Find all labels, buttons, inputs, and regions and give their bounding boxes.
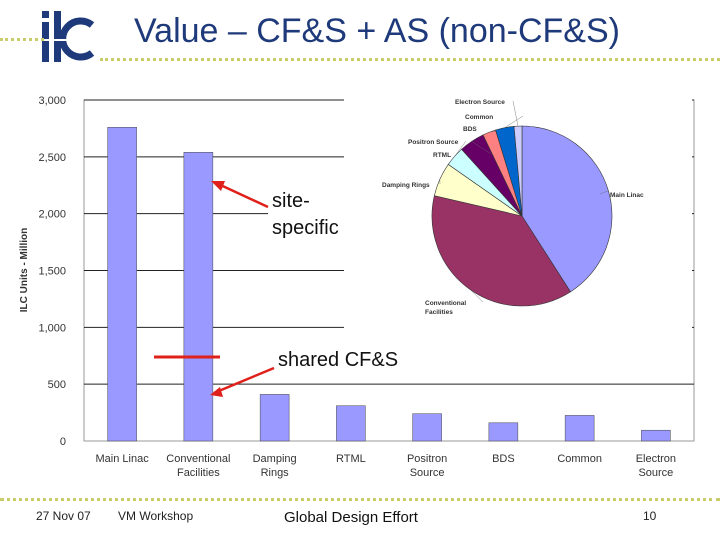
shared-arrowhead (210, 387, 223, 397)
x-tick-label: Main Linac (96, 453, 150, 465)
x-tick-label: Conventional (166, 453, 230, 465)
bar-chart: 0 500 1,000 1,500 2,000 2,500 3,000 ILC Units -… (19, 95, 695, 479)
pie-label: Damping Rings (382, 182, 430, 189)
y-tick-label: 500 (48, 379, 66, 391)
x-tick-label: Rings (261, 467, 290, 479)
pie-label: BDS (463, 126, 477, 133)
x-tick-label: Common (557, 453, 602, 465)
bar (336, 405, 366, 442)
y-tick-label: 3,000 (38, 95, 66, 107)
site-specific-label-line1: site- (272, 190, 310, 212)
header-divider (0, 38, 44, 41)
header-divider (100, 58, 720, 61)
pie-label: RTML (433, 152, 451, 159)
pie-slice (431, 195, 571, 307)
annotations: site- specific shared CF&S (154, 180, 398, 397)
site-specific-arrowhead (211, 181, 225, 191)
bar (259, 394, 290, 442)
footer-event: VM Workshop (118, 509, 194, 523)
pie-leader-line (471, 141, 492, 155)
bar (107, 127, 137, 442)
site-specific-label-line2: specific (272, 217, 339, 239)
pie-leader-line (504, 115, 524, 128)
y-tick-label: 0 (60, 436, 66, 448)
slide-title: Value – CF&S + AS (non-CF&S) (134, 12, 620, 50)
pie-label: Common (465, 114, 493, 121)
pie-label: Conventional (425, 300, 466, 307)
pie-label: Electron Source (455, 99, 505, 106)
shared-cfs-label: shared CF&S (278, 349, 398, 371)
label-panel-background (268, 180, 350, 242)
x-tick-label: Electron (636, 453, 676, 465)
site-specific-arrow (213, 180, 269, 209)
x-tick-label: Source (410, 467, 445, 479)
pie-label: Facilities (425, 309, 453, 316)
pie-chart: Main Linac Conventional Facilities Damping … (382, 99, 644, 316)
footer-page-number: 10 (643, 509, 657, 523)
bar (412, 413, 442, 442)
x-tick-label: Damping (253, 453, 297, 465)
pie-slice (513, 125, 523, 217)
chart-area: 0 500 1,000 1,500 2,000 2,500 3,000 ILC Units -… (19, 95, 695, 479)
y-tick-label: 1,000 (38, 322, 66, 334)
pie-leader-line (469, 289, 484, 303)
y-tick-label: 2,500 (38, 152, 66, 164)
x-tick-label: Facilities (177, 467, 220, 479)
x-tick-label: BDS (492, 453, 515, 465)
bar (488, 422, 519, 442)
bar (641, 429, 671, 442)
pie-leader-line (454, 140, 467, 157)
y-axis-label: ILC Units - Million (19, 228, 30, 312)
x-tick-label: Positron (407, 453, 447, 465)
ilc-logo (40, 11, 100, 62)
pie-label: Positron Source (408, 139, 459, 146)
bar (564, 415, 595, 442)
shared-arrow (213, 366, 275, 395)
pie-leader-line (599, 190, 609, 195)
y-tick-label: 2,000 (38, 209, 66, 221)
x-tick-label: Source (638, 467, 673, 479)
label-panel-background (272, 342, 432, 374)
pie-label: Main Linac (610, 192, 644, 199)
x-tick-label: RTML (336, 453, 366, 465)
bar (183, 152, 214, 442)
footer-org: Global Design Effort (284, 509, 418, 526)
pie-leader-line (512, 100, 519, 127)
footer-divider (0, 498, 720, 501)
y-tick-label: 1,500 (38, 266, 66, 278)
footer-date: 27 Nov 07 (36, 509, 91, 523)
